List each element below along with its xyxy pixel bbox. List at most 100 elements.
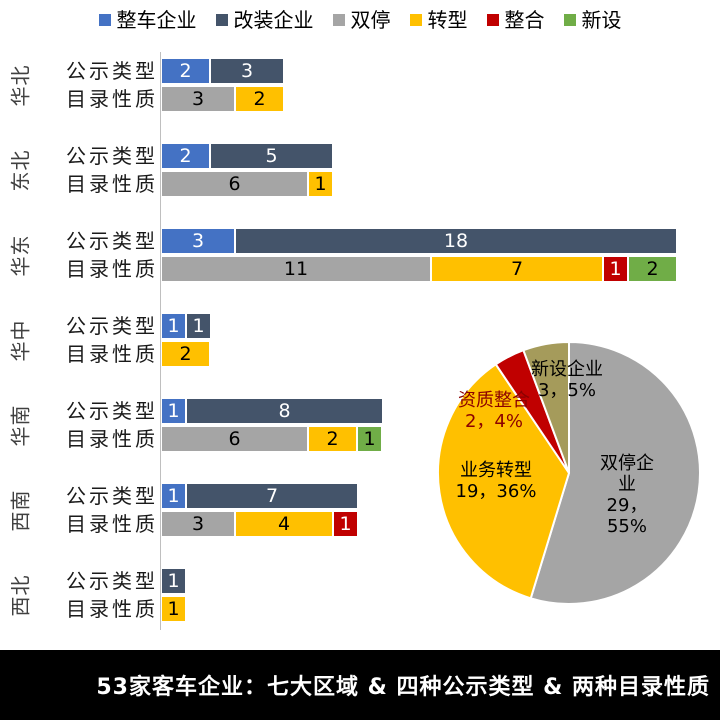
bar-segment-改装企业: 18 — [236, 229, 676, 253]
pie-label-name: 业务转型 — [460, 460, 532, 481]
bar-segment-转型: 2 — [309, 427, 356, 451]
pie-label-value: 19，36% — [455, 481, 537, 502]
stacked-bar-chart: 华北 公示类型 2 3 目录性质 3 2 东北 公示类型 2 5 目录性质 6 1 华东 公示类型 3 18 目录性… — [8, 52, 676, 630]
bar-row-label: 目录性质 — [66, 597, 158, 621]
legend-label: 整合 — [504, 8, 545, 32]
footer-title: 53家客车企业：七大区域 & 四种公示类型 & 两种目录性质 — [96, 675, 710, 700]
legend-item-1: 改装企业 — [215, 8, 314, 32]
bar-segment-转型: 1 — [309, 172, 332, 196]
legend-swatch-icon — [215, 14, 228, 26]
bar-segment-转型: 7 — [432, 257, 602, 281]
pie-chart: 双停企业 29，55% 业务转型 19，36% 资质整合 2，4% 新设企业 3，5% — [434, 338, 704, 608]
bar-segment-改装企业: 1 — [187, 314, 210, 338]
chart-legend: 整车企业 改装企业 双停 转型 整合 新设 — [0, 10, 720, 30]
legend-item-4: 整合 — [486, 8, 545, 32]
stacked-bar-西北-公示类型: 1 — [162, 569, 185, 593]
bar-segment-整车企业: 2 — [162, 59, 209, 83]
bar-row-label: 公示类型 — [66, 569, 158, 593]
region-axis-label: 华南 — [8, 404, 33, 446]
bar-row-label: 目录性质 — [66, 342, 158, 366]
stacked-bar-西北-目录性质: 1 — [162, 597, 185, 621]
legend-label: 改装企业 — [233, 8, 314, 32]
pie-svg — [437, 340, 701, 605]
region-axis-label: 华北 — [8, 64, 33, 106]
footer-banner: 53家客车企业：七大区域 & 四种公示类型 & 两种目录性质 — [0, 650, 720, 720]
pie-slice-0 — [529, 340, 701, 605]
bar-segment-改装企业: 7 — [187, 484, 357, 508]
pie-label-name: 资质整合 — [458, 390, 530, 411]
pie-label-2: 资质整合 2，4% — [439, 390, 549, 432]
bar-row-label: 目录性质 — [66, 87, 158, 111]
legend-swatch-icon — [563, 14, 576, 26]
legend-label: 双停 — [350, 8, 391, 32]
pie-label-name: 新设企业 — [531, 359, 603, 380]
pie-slice-3 — [522, 340, 570, 474]
bar-segment-双停: 6 — [162, 427, 307, 451]
bar-row-label: 公示类型 — [66, 229, 158, 253]
bar-segment-整合: 1 — [604, 257, 627, 281]
bar-segment-新设: 2 — [629, 257, 676, 281]
region-axis-label: 华东 — [8, 234, 33, 276]
stacked-bar-华中-目录性质: 2 — [162, 342, 209, 366]
bar-segment-转型: 2 — [236, 87, 283, 111]
pie-label-name: 双停企业 — [600, 453, 654, 495]
legend-label: 新设 — [581, 8, 622, 32]
pie-label-value: 2，4% — [464, 411, 523, 432]
bar-segment-整车企业: 1 — [162, 484, 185, 508]
pie-label-3: 新设企业 3，5% — [512, 359, 622, 401]
bar-segment-转型: 1 — [162, 597, 185, 621]
pie-label-value: 3，5% — [537, 380, 596, 401]
bar-row-label: 目录性质 — [66, 512, 158, 536]
pie-label-value: 29，55% — [606, 495, 648, 537]
bar-segment-整合: 1 — [334, 512, 357, 536]
bar-segment-转型: 2 — [162, 342, 209, 366]
bar-segment-转型: 4 — [236, 512, 332, 536]
legend-swatch-icon — [98, 14, 111, 26]
bar-segment-双停: 3 — [162, 87, 234, 111]
bar-segment-整车企业: 1 — [162, 314, 185, 338]
bar-segment-整车企业: 2 — [162, 144, 209, 168]
legend-swatch-icon — [486, 14, 499, 26]
bar-row-label: 公示类型 — [66, 484, 158, 508]
legend-swatch-icon — [409, 14, 422, 26]
category-axis-line — [160, 52, 161, 630]
bar-row-label: 公示类型 — [66, 399, 158, 423]
stacked-bar-华东-公示类型: 3 18 — [162, 229, 676, 253]
bar-segment-双停: 6 — [162, 172, 307, 196]
pie-label-0: 双停企业 29，55% — [596, 453, 658, 537]
bar-segment-整车企业: 1 — [162, 399, 185, 423]
legend-label: 转型 — [427, 8, 468, 32]
legend-item-2: 双停 — [332, 8, 391, 32]
bar-segment-新设: 1 — [358, 427, 381, 451]
bar-row-label: 公示类型 — [66, 144, 158, 168]
bar-segment-双停: 3 — [162, 512, 234, 536]
bar-segment-整车企业: 3 — [162, 229, 234, 253]
region-axis-label: 西北 — [8, 574, 33, 616]
bar-segment-改装企业: 3 — [211, 59, 283, 83]
region-axis-label: 西南 — [8, 489, 33, 531]
region-axis-label: 华中 — [8, 319, 33, 361]
bar-row-label: 公示类型 — [66, 314, 158, 338]
legend-item-5: 新设 — [563, 8, 622, 32]
bar-segment-改装企业: 8 — [187, 399, 382, 423]
bar-segment-双停: 11 — [162, 257, 430, 281]
bar-row-label: 目录性质 — [66, 257, 158, 281]
bar-row-label: 公示类型 — [66, 59, 158, 83]
bar-segment-改装企业: 5 — [211, 144, 332, 168]
legend-label: 整车企业 — [116, 8, 197, 32]
legend-swatch-icon — [332, 14, 345, 26]
bar-segment-改装企业: 1 — [162, 569, 185, 593]
legend-item-0: 整车企业 — [98, 8, 197, 32]
bar-row-label: 目录性质 — [66, 172, 158, 196]
legend-item-3: 转型 — [409, 8, 468, 32]
